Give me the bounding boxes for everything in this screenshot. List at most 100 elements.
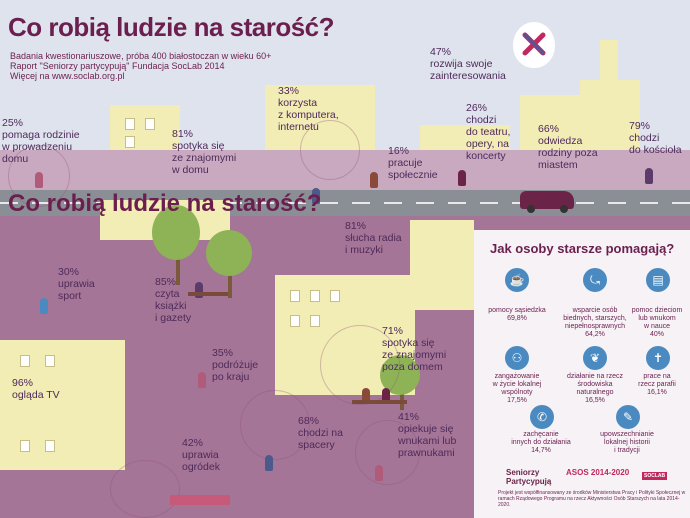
footer-note: Projekt jest współfinansowany ze środków… (498, 490, 686, 508)
help-item-label: upowszechnianie lokalnej historii i trad… (600, 431, 654, 454)
help-item: zangażowanie w życie lokalnej wspólnoty 1… (482, 373, 552, 405)
stat-percent: 79% (629, 120, 651, 132)
stat-text: ogląda TV (12, 389, 60, 401)
stat-text: czyta książki i gazety (155, 288, 192, 324)
window (125, 136, 135, 148)
person-figure (35, 172, 43, 188)
help-item-label: zachęcanie innych do działania (511, 431, 571, 446)
tree-trunk (176, 255, 180, 285)
window (290, 315, 300, 327)
person-figure (195, 282, 203, 298)
help-item-value: 69,8% (507, 315, 527, 322)
car (520, 191, 574, 209)
section-title: Co robią ludzie na starość? (8, 190, 322, 217)
person-figure (40, 298, 48, 314)
page-title: Co robią ludzie na starość? (8, 12, 335, 42)
stat-text: odwiedza rodziny poza miastem (538, 135, 598, 171)
subtitle-line: Więcej na www.soclab.org.pl (10, 71, 125, 81)
help-item: upowszechnianie lokalnej historii i trad… (592, 431, 662, 455)
asos-logo: ASOS 2014-2020 (566, 468, 630, 477)
megaphone-icon: ✆ (530, 405, 554, 429)
person-figure (458, 170, 466, 186)
cup-icon: ☕ (505, 268, 529, 292)
person-figure (375, 465, 383, 481)
help-item-value: 40% (649, 331, 664, 338)
stat-s13: 35% podróżuje po kraju (212, 347, 282, 383)
stat-percent: 16% (388, 145, 410, 157)
stat-s8: 79% chodzi do kościoła (629, 120, 689, 156)
stat-text: chodzi do kościoła (629, 132, 682, 156)
help-item-value: 14,7% (531, 447, 551, 454)
help-item: prace na rzecz parafii 16,1% (622, 373, 690, 397)
stat-percent: 41% (398, 411, 420, 423)
stat-text: opiekuje się wnukami lub prawnukami (398, 423, 457, 459)
window (20, 440, 30, 452)
help-item-value: 64,2% (585, 331, 605, 338)
window (20, 355, 30, 367)
person-figure (362, 388, 370, 404)
window (145, 118, 155, 130)
person-figure (312, 188, 320, 204)
bench (352, 400, 407, 404)
balloon-icon (522, 32, 546, 56)
stat-s16: 68% chodzi na spacery (298, 415, 368, 451)
help-item-value: 16,5% (585, 397, 605, 404)
car-wheel (527, 205, 535, 213)
stat-s1: 25% pomaga rodzinie w prowadzeniu domu (2, 117, 112, 165)
help-item: zachęcanie innych do działania 14,7% (506, 431, 576, 455)
stat-text: uprawia ogródek (182, 449, 220, 473)
building-mid-right (410, 220, 474, 310)
help-item: pomoc dzieciom lub wnukom w nauce 40% (622, 307, 690, 339)
stat-s9: 81% słucha radia i muzyki (345, 220, 435, 256)
church-tower-2 (580, 80, 640, 155)
stat-text: pomaga rodzinie w prowadzeniu domu (2, 129, 80, 165)
help-item-label: prace na rzecz parafii (638, 373, 676, 388)
highlight-circle (355, 420, 420, 485)
stat-percent: 26% (466, 102, 488, 114)
help-item-label: wsparcie osób biednych, starszych, niepe… (563, 307, 627, 330)
church-icon: ✝ (646, 346, 670, 370)
stat-s14: 96% ogląda TV (12, 377, 92, 401)
highlight-circle (240, 390, 310, 460)
stat-s15: 42% uprawia ogródek (182, 437, 252, 473)
window (45, 440, 55, 452)
highlight-circle (110, 460, 180, 518)
stat-text: podróżuje po kraju (212, 359, 259, 383)
stat-text: rozwija swoje zainteresowania (430, 58, 506, 82)
help-item-label: pomocy sąsiedzka (488, 307, 546, 314)
building-bottom-left (0, 340, 125, 470)
stat-percent: 25% (2, 117, 24, 129)
stat-s2: 81% spotyka się ze znajomymi w domu (172, 128, 262, 176)
stat-text: chodzi na spacery (298, 427, 343, 451)
stat-text: uprawia sport (58, 278, 95, 302)
road-markings (0, 202, 690, 204)
stat-text: słucha radia i muzyki (345, 232, 402, 256)
tree-trunk (228, 270, 232, 298)
stat-text: korzysta z komputera, internetu (278, 97, 339, 133)
stat-percent: 96% (12, 377, 34, 389)
cane-icon: ⤿ (583, 268, 607, 292)
seniorzy-logo: Seniorzy Partycypują (506, 468, 552, 486)
stat-s5: 26% chodzi do teatru, opery, na koncerty (466, 102, 526, 162)
stat-text: chodzi do teatru, opery, na koncerty (466, 114, 511, 162)
stat-text: pracuje społecznie (388, 157, 438, 181)
soclab-logo: SOCLAB (642, 472, 668, 480)
stat-percent: 47% (430, 46, 452, 58)
stat-s4: 16% pracuje społecznie (388, 145, 448, 181)
help-item-label: zangażowanie w życie lokalnej wspólnoty (492, 373, 542, 396)
highlight-circle (320, 325, 400, 405)
book-icon: ▤ (646, 268, 670, 292)
tree (152, 205, 200, 260)
stat-s6: 47% rozwija swoje zainteresowania (430, 46, 530, 82)
window (125, 118, 135, 130)
stat-percent: 66% (538, 123, 560, 135)
help-item-value: 17,5% (507, 397, 527, 404)
help-item-value: 16,1% (647, 389, 667, 396)
stat-percent: 81% (345, 220, 367, 232)
stat-percent: 35% (212, 347, 234, 359)
help-item: działanie na rzecz środowiska naturalneg… (560, 373, 630, 405)
stat-s12: 71% spotyka się ze znajomymi poza domem (382, 325, 472, 373)
help-panel-title: Jak osoby starsze pomagają? (490, 241, 675, 256)
stat-percent: 42% (182, 437, 204, 449)
window (45, 355, 55, 367)
